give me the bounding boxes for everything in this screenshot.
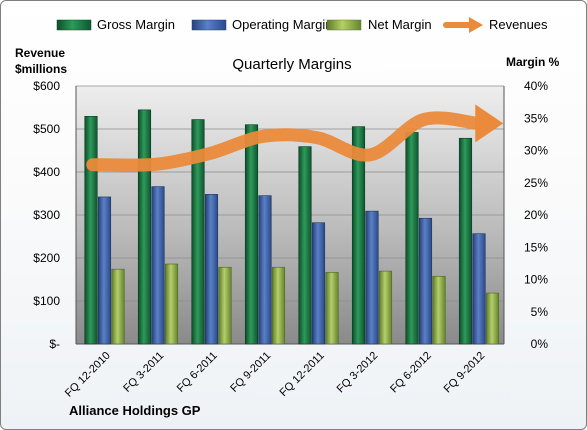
legend-label-gross-margin: Gross Margin [97, 17, 175, 32]
plot-area: $- $100 $200 $300 $400 $500 $600 0% 5% 10% 15% 20% 2… [33, 79, 548, 400]
bar-gross-margin [405, 132, 419, 345]
left-tick-label: $400 [33, 165, 60, 179]
left-axis-title-line1: Revenue [15, 46, 65, 60]
bar-operating-margin [258, 195, 272, 345]
legend-item-gross-margin: Gross Margin [56, 17, 175, 32]
left-tick-label: $500 [33, 122, 60, 136]
chart-title: Quarterly Margins [232, 56, 351, 73]
bar-net-margin [378, 270, 393, 345]
right-tick-label: 10% [524, 273, 548, 287]
legend-label-operating-margin: Operating Margin [232, 17, 332, 32]
bar-net-margin [111, 268, 125, 345]
x-tick-label: FQ 12-2010 [63, 350, 113, 400]
bar-gross-margin [244, 124, 259, 345]
bar-gross-margin [191, 119, 205, 345]
legend-label-net-margin: Net Margin [368, 17, 432, 32]
bar-gross-margin [351, 126, 366, 345]
right-axis-title: Margin % [506, 55, 560, 69]
x-tick-label: FQ 9-2011 [228, 350, 273, 395]
left-tick-label: $300 [33, 208, 60, 222]
bar-gross-margin [137, 109, 152, 345]
x-tick-label: FQ 3-2012 [335, 350, 381, 396]
legend: Gross Margin Operating Margin Net Margin… [56, 17, 548, 33]
x-tick-label: FQ 12-2011 [277, 350, 326, 399]
bar-net-margin [271, 266, 286, 345]
bar-operating-margin [472, 233, 486, 345]
bar-operating-margin [418, 217, 433, 345]
bar-gross-margin [458, 137, 473, 345]
bar-operating-margin [204, 194, 219, 345]
left-tick-label: $600 [33, 79, 60, 93]
left-tick-label: $100 [33, 294, 60, 308]
legend-swatch-net-margin [326, 19, 362, 31]
legend-label-revenues: Revenues [489, 17, 548, 32]
left-tick-label: $- [49, 337, 60, 351]
footer-label: Alliance Holdings GP [69, 403, 201, 418]
right-tick-label: 15% [524, 240, 548, 254]
legend-item-revenues: Revenues [443, 17, 548, 33]
bar-net-margin [164, 263, 179, 345]
right-tick-label: 20% [524, 208, 548, 222]
bar-net-margin [432, 275, 446, 345]
left-axis-title-line2: $millions [15, 62, 67, 76]
bar-net-margin [325, 272, 339, 345]
right-tick-label: 5% [531, 305, 549, 319]
legend-swatch-operating-margin [191, 19, 227, 31]
legend-item-operating-margin: Operating Margin [191, 17, 332, 32]
legend-arrow-revenues [469, 17, 483, 33]
right-tick-label: 0% [531, 337, 549, 351]
bar-gross-margin [298, 146, 312, 345]
bar-operating-margin [151, 186, 165, 345]
right-tick-label: 25% [524, 176, 548, 190]
bar-gross-margin [84, 116, 98, 345]
bar-net-margin [485, 292, 500, 345]
bar-operating-margin [365, 210, 379, 345]
x-tick-label: FQ 9-2012 [442, 350, 488, 396]
bar-net-margin [218, 266, 232, 345]
legend-swatch-gross-margin [56, 19, 92, 31]
bar-operating-margin [97, 196, 112, 345]
revenue-line [86, 111, 484, 172]
right-tick-label: 30% [524, 144, 548, 158]
x-tick-label: FQ 3-2011 [121, 350, 166, 395]
revenue-arrowhead [475, 104, 504, 143]
right-tick-label: 35% [524, 111, 548, 125]
left-tick-label: $200 [33, 251, 60, 265]
x-tick-label: FQ 6-2011 [175, 350, 220, 395]
right-tick-label: 40% [524, 79, 548, 93]
legend-item-net-margin: Net Margin [326, 17, 432, 32]
x-tick-label: FQ 6-2012 [388, 350, 434, 396]
bar-operating-margin [311, 222, 326, 345]
